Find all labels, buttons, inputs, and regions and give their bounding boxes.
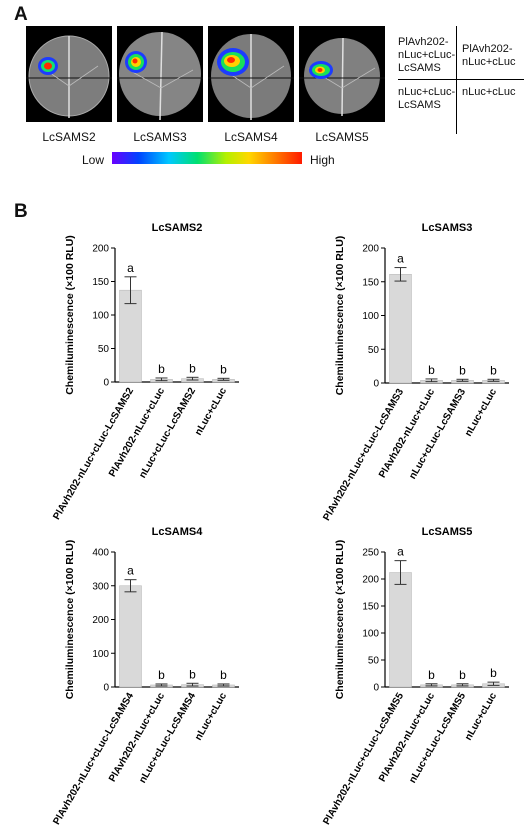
leaf-image-lcsams4	[208, 26, 294, 122]
chart3-bar	[119, 585, 142, 688]
chart2-ytick-label: 100	[362, 311, 379, 322]
chart4-y-axis-label: Chemiluminescence (×100 RLU)	[334, 540, 346, 700]
chart2-significance-letter: b	[459, 363, 466, 377]
chart4-significance-letter: b	[490, 666, 497, 680]
chart3-y-axis-label: Chemiluminescence (×100 RLU)	[64, 540, 76, 700]
leaf-label-lcsams3: LcSAMS3	[133, 130, 187, 144]
chart3-x-tick-label: nLuc+cLuc	[193, 691, 229, 743]
chart3-title: LcSAMS4	[152, 526, 204, 538]
chart2-significance-letter: b	[490, 363, 497, 377]
chart3-ytick-label: 400	[92, 548, 109, 559]
chart1-significance-letter: b	[189, 361, 196, 375]
grid-cell-bottom-right: nLuc+cLuc	[462, 86, 516, 98]
grid-horizontal-divider	[398, 79, 524, 80]
leaf-image-lcsams5	[299, 26, 385, 122]
chart4-title: LcSAMS5	[422, 526, 473, 538]
chart2-significance-letter: a	[397, 252, 404, 266]
chart4-x-tick-label: nLuc+cLuc	[463, 691, 499, 743]
chart2-x-tick-label: PlAvh202-nLuc+cLuc	[377, 387, 437, 480]
chart2-y-axis-label: Chemiluminescence (×100 RLU)	[334, 236, 346, 396]
chart1-ytick-label: 150	[92, 277, 109, 288]
chart1-ytick-label: 100	[92, 311, 109, 322]
chart2-bar	[389, 274, 412, 384]
chart1-ytick-label: 0	[103, 378, 109, 389]
luminescence-color-scale	[112, 152, 302, 164]
chart4-ytick-label: 150	[362, 602, 379, 613]
chart1-significance-letter: b	[158, 362, 165, 376]
chart4-significance-letter: b	[459, 668, 466, 682]
chart2-ytick-label: 50	[368, 345, 380, 356]
chart4-significance-letter: a	[397, 545, 404, 559]
chart1-y-axis-label: Chemiluminescence (×100 RLU)	[64, 235, 76, 395]
leaf-label-lcsams4: LcSAMS4	[224, 130, 278, 144]
grid-cell-bottom-left: nLuc+cLuc- LcSAMS	[398, 86, 456, 111]
legend-low-label: Low	[82, 153, 105, 167]
leaf-image-lcsams3	[117, 26, 203, 122]
panel-a-letter: A	[14, 4, 28, 25]
chart3-x-tick-label: nLuc+cLuc-LcSAMS4	[137, 691, 198, 786]
chart2-x-tick-label: nLuc+cLuc	[463, 387, 499, 439]
chart2-significance-letter: b	[428, 363, 435, 377]
leaf-image-lcsams2	[26, 26, 112, 122]
chart3-ytick-label: 0	[103, 683, 109, 694]
chart4-x-tick-label: nLuc+cLuc-LcSAMS5	[407, 691, 468, 786]
chart4-ytick-label: 250	[362, 548, 379, 559]
chart1-x-tick-label: PlAvh202-nLuc+cLuc	[107, 386, 167, 479]
grid-cell-top-right: PlAvh202- nLuc+cLuc	[462, 43, 516, 68]
chart1-title: LcSAMS2	[152, 222, 203, 234]
chart2-ytick-label: 150	[362, 277, 379, 288]
chart4-bar	[389, 572, 412, 688]
chart4-significance-letter: b	[428, 668, 435, 682]
chart1-x-tick-label: nLuc+cLuc	[193, 386, 229, 438]
leaf-label-lcsams2: LcSAMS2	[42, 130, 96, 144]
chart3-ytick-label: 100	[92, 649, 109, 660]
chart2-ytick-label: 0	[373, 379, 379, 390]
chart3-ytick-label: 300	[92, 581, 109, 592]
chart3-x-tick-label: PlAvh202-nLuc+cLuc	[107, 691, 167, 784]
panel-b-letter: B	[14, 201, 28, 222]
grid-vertical-divider	[456, 26, 457, 134]
leaf-label-lcsams5: LcSAMS5	[315, 130, 369, 144]
grid-cell-top-left: PlAvh202- nLuc+cLuc- LcSAMS	[398, 36, 456, 74]
chart3-significance-letter: b	[158, 668, 165, 682]
legend-high-label: High	[310, 153, 335, 167]
chart2-x-tick-label: nLuc+cLuc-LcSAMS3	[407, 387, 468, 482]
chart3-ytick-label: 200	[92, 615, 109, 626]
chart4-ytick-label: 200	[362, 575, 379, 586]
chart1-ytick-label: 200	[92, 244, 109, 255]
chart1-significance-letter: b	[220, 362, 227, 376]
chart4-ytick-label: 100	[362, 629, 379, 640]
chart3-significance-letter: a	[127, 564, 134, 578]
chart4-ytick-label: 0	[373, 683, 379, 694]
chart4-x-tick-label: PlAvh202-nLuc+cLuc	[377, 691, 437, 784]
chart1-significance-letter: a	[127, 261, 134, 275]
chart1-ytick-label: 50	[98, 344, 110, 355]
chart3-significance-letter: b	[220, 668, 227, 682]
chart2-ytick-label: 200	[362, 244, 379, 255]
chart3-significance-letter: b	[189, 667, 196, 681]
chart1-x-tick-label: nLuc+cLuc-LcSAMS2	[137, 386, 198, 481]
chart4-ytick-label: 50	[368, 656, 380, 667]
chart2-title: LcSAMS3	[422, 222, 473, 234]
